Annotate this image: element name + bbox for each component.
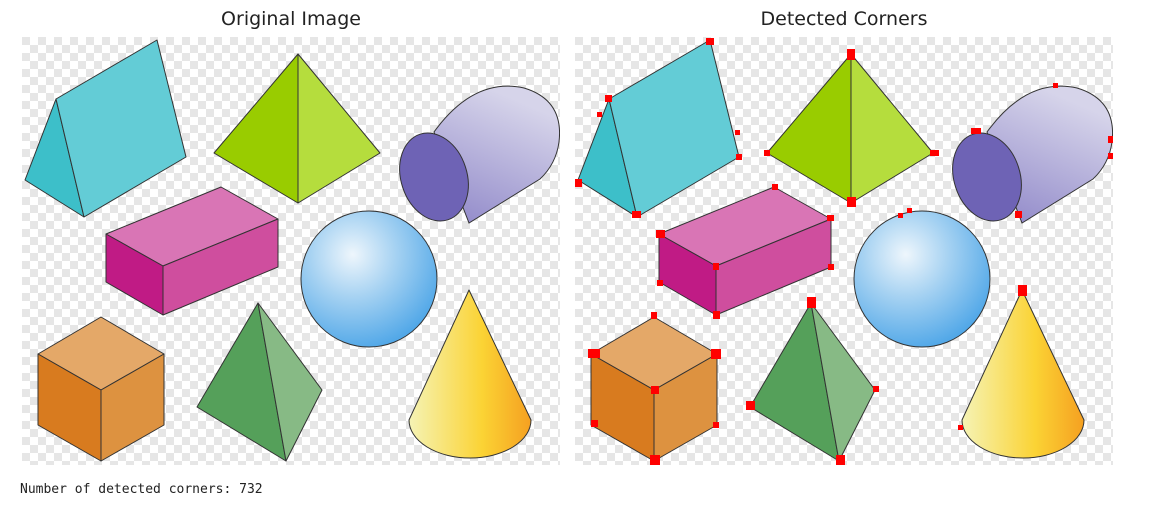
cube: [37, 316, 165, 462]
tetrahedron: [196, 302, 323, 462]
corner-marker: [651, 312, 657, 319]
cube: [590, 316, 718, 462]
corner-marker: [807, 297, 816, 308]
corner-marker: [828, 264, 834, 270]
corner-marker: [711, 349, 721, 359]
corner-marker: [735, 130, 740, 135]
corner-marker: [1018, 285, 1027, 296]
corner-marker: [651, 386, 659, 394]
cylinder: [952, 85, 1113, 224]
sphere: [853, 210, 991, 348]
corner-count-label: Number of detected corners:: [20, 482, 232, 497]
corner-marker: [605, 95, 612, 102]
corner-marker: [656, 230, 665, 238]
corner-count-value: 732: [239, 482, 263, 497]
corner-marker: [836, 455, 845, 465]
corner-marker: [713, 263, 719, 270]
corner-marker: [1108, 136, 1113, 143]
cone: [408, 289, 532, 459]
cylinder: [399, 85, 560, 224]
corner-marker: [591, 420, 598, 427]
original-image-canvas: [22, 37, 560, 465]
corner-marker: [847, 49, 855, 60]
corner-marker: [657, 280, 663, 286]
corner-marker: [632, 211, 641, 218]
corner-marker: [597, 112, 602, 117]
corner-marker: [764, 150, 770, 156]
detected-corners-image: [575, 37, 1113, 465]
corner-marker: [898, 213, 903, 218]
corner-marker: [713, 311, 720, 319]
corner-marker: [588, 349, 600, 358]
corner-marker: [847, 197, 856, 207]
rectangular-box: [105, 186, 279, 316]
corner-marker: [746, 401, 755, 410]
corner-marker: [575, 179, 582, 187]
corner-marker: [907, 208, 912, 213]
rectangular-box: [658, 186, 832, 316]
corner-marker: [1108, 153, 1113, 159]
corner-marker: [650, 455, 660, 465]
tetrahedron: [749, 302, 876, 462]
corner-marker: [971, 128, 981, 134]
corner-marker: [706, 38, 714, 45]
square-pyramid: [213, 53, 381, 204]
corner-marker: [827, 215, 834, 221]
corner-marker: [713, 422, 719, 428]
original-image: [22, 37, 560, 465]
output-text: Number of detected corners: 732: [20, 482, 263, 497]
sphere: [300, 210, 438, 348]
detected-corners-canvas: [575, 37, 1113, 465]
corner-marker: [873, 386, 879, 392]
triangular-prism: [577, 39, 740, 218]
left-panel-title: Original Image: [221, 8, 361, 30]
corner-markers: [575, 38, 1113, 465]
right-panel-title: Detected Corners: [760, 8, 928, 30]
corner-marker: [736, 154, 742, 160]
corner-marker: [958, 425, 963, 430]
cone: [961, 289, 1085, 459]
corner-marker: [772, 184, 778, 190]
corner-marker: [1053, 83, 1058, 88]
corner-marker: [1015, 211, 1022, 218]
corner-marker: [930, 150, 939, 156]
square-pyramid: [766, 53, 934, 204]
triangular-prism: [24, 39, 187, 218]
